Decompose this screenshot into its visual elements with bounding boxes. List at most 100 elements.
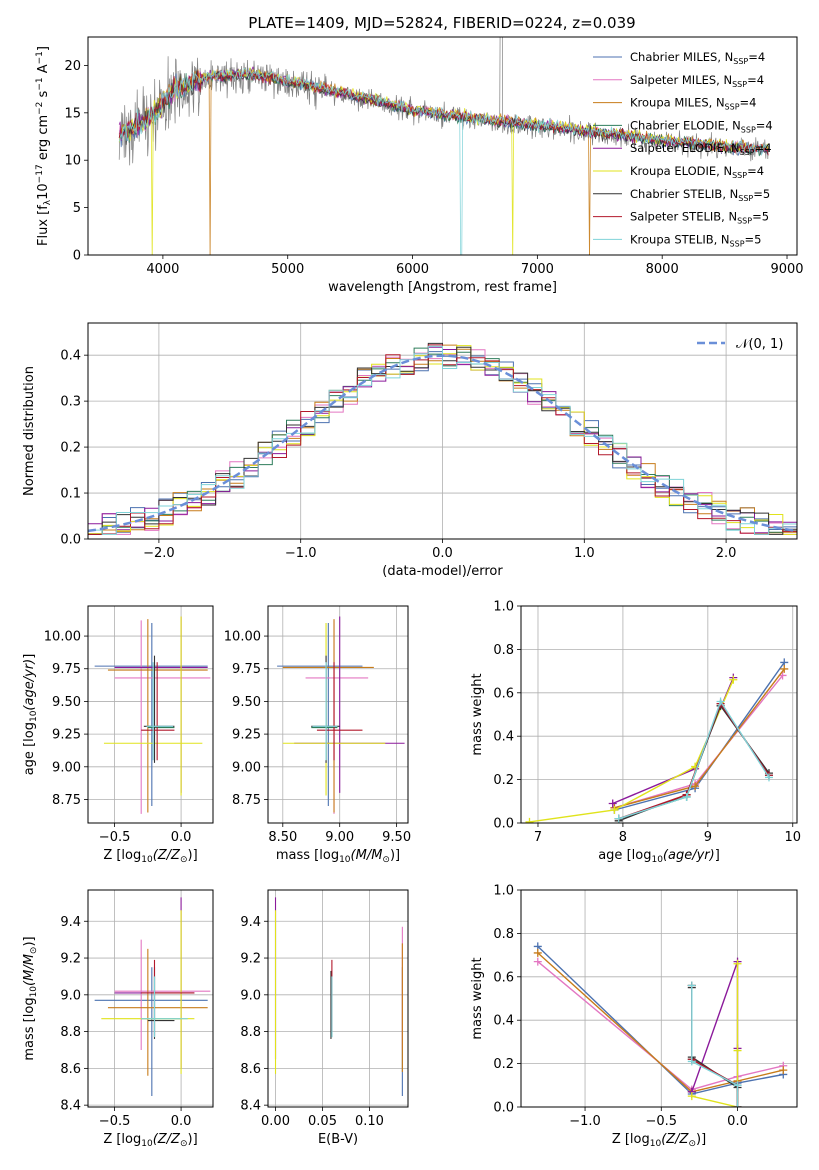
y-tick-label: 0.4 [493, 730, 514, 745]
y-tick-label: 0.0 [60, 533, 81, 548]
label-part: =4 [756, 118, 773, 132]
y-tick-label: 0.4 [60, 349, 81, 364]
x-tick-label: 9.50 [382, 830, 411, 845]
y-tick-label: 9.50 [232, 695, 261, 710]
mass-weight-point [733, 959, 742, 968]
label-part: =4 [740, 96, 757, 110]
axes-frame [87, 605, 214, 824]
label-part: SSP [738, 194, 753, 203]
label-part: ⊙ [688, 1139, 696, 1149]
axes-frame [267, 605, 409, 824]
y-axis-label: Flux [fλ10−17 erg cm−2 s−1 A−1] [35, 46, 53, 246]
label-part: 10 [36, 183, 51, 200]
label-part: (age/yr) [663, 848, 715, 863]
mass-weight-point [733, 1081, 742, 1090]
mass-weight-line [691, 963, 739, 1107]
y-tick-label: 20 [64, 59, 81, 74]
label-part: )] [390, 848, 400, 863]
label-part: Chabrier MILES, N [630, 50, 733, 64]
plot-area-mass-vs-ebv [274, 897, 403, 1096]
x-tick-label: 8000 [646, 262, 679, 277]
label-part: ] [715, 848, 720, 863]
axes-frame [267, 889, 409, 1108]
mass-weight-line [614, 668, 785, 809]
panel-spectrum: 4000 5000 6000 7000 8000 9000 0 5 10 15 20 waveleng… [35, 36, 804, 295]
label-part: =4 [755, 141, 772, 155]
mass-weight-point [533, 957, 542, 966]
y-tick-label: 9.2 [240, 952, 261, 967]
mass-weight-point [729, 675, 738, 684]
label-part: −1 [35, 77, 45, 90]
x-tick-label: 9000 [770, 262, 803, 277]
y-tick-label: 9.0 [240, 988, 261, 1003]
mass-weight-point [780, 664, 789, 673]
x-axis-label: (data-model)/error [382, 564, 503, 579]
label-part: mass weight [470, 673, 485, 755]
x-axis-label: E(B-V) [318, 1132, 358, 1147]
label-part: ⊙ [29, 947, 39, 955]
legend-entry: Salpeter STELIB, NSSP=5 [630, 210, 769, 226]
y-tick-label: 10.00 [224, 630, 261, 645]
plot-area-mass-vs-Z [94, 897, 211, 1096]
label-part: (data-model)/error [382, 564, 503, 579]
label-part: Salpeter MILES, N [630, 73, 732, 87]
x-tick-label: 7 [534, 830, 542, 845]
label-part: Salpeter ELODIE, N [630, 141, 740, 155]
residual-histogram-line [88, 345, 797, 535]
label-part: =5 [752, 210, 769, 224]
label-part: SSP [740, 148, 755, 157]
mass-weight-point [691, 782, 700, 791]
x-tick-label: 9.00 [325, 830, 354, 845]
label-part: λ [43, 199, 53, 205]
mass-weight-point [687, 1092, 696, 1101]
x-axis-label: mass [log10(M/M⊙)] [276, 848, 400, 865]
label-part: s [36, 90, 51, 101]
label-part: Kroupa STELIB, N [630, 232, 730, 246]
label-part: Flux [f [36, 205, 51, 246]
y-tick-label: 0 [73, 249, 81, 264]
label-part: )] [188, 848, 198, 863]
y-tick-label: 9.0 [60, 988, 81, 1003]
y-tick-label: 9.4 [240, 915, 261, 930]
label-part: (Z/Z [661, 1132, 689, 1147]
label-part: =4 [748, 50, 765, 64]
y-tick-label: 0.6 [493, 970, 514, 985]
label-part: ⊙ [382, 855, 390, 865]
label-part: (Z/Z [153, 1132, 181, 1147]
label-part: (Z/Z [153, 848, 181, 863]
label-part: Z [log [103, 1132, 141, 1147]
y-tick-label: 9.4 [60, 915, 81, 930]
x-tick-label: 7000 [521, 262, 554, 277]
label-part: (age/yr) [22, 659, 37, 711]
label-part: SSP [733, 57, 748, 66]
panel-age-vs-mass: 8.50 9.00 9.50 8.75 9.00 9.25 9.50 9.75 10.00 mas… [224, 605, 411, 865]
x-tick-label: 4000 [146, 262, 179, 277]
label-part: )] [22, 936, 37, 946]
plot-area-age-vs-mass [277, 616, 405, 814]
label-part: SSP [732, 171, 747, 180]
y-tick-label: 1.0 [493, 600, 514, 615]
mass-weight-line [612, 677, 734, 805]
x-axis-label: age [log10(age/yr)] [598, 848, 720, 865]
y-axis-label: mass [log10(M/M⊙)] [22, 936, 39, 1060]
x-axis-label: Z [log10(Z/Z⊙)] [103, 848, 197, 865]
y-tick-label: 1.0 [493, 884, 514, 899]
label-part: SSP [730, 239, 745, 248]
x-tick-label: 1.0 [574, 546, 595, 561]
label-part: E(B-V) [318, 1132, 358, 1147]
y-tick-label: 0.0 [493, 1101, 514, 1116]
x-tick-label: −0.5 [99, 830, 131, 845]
y-axis-label: mass weight [470, 957, 485, 1039]
label-part: 10 [650, 1139, 662, 1149]
x-tick-label: 8.50 [268, 830, 297, 845]
x-tick-label: 5000 [271, 262, 304, 277]
y-tick-label: 9.00 [232, 760, 261, 775]
x-tick-label: 0.00 [261, 1114, 290, 1129]
mass-weight-line [618, 699, 770, 820]
y-tick-label: 0.3 [60, 395, 81, 410]
plot-area-spectrum [118, 37, 769, 255]
label-part: 10 [29, 710, 39, 722]
x-tick-label: −0.5 [645, 1114, 677, 1129]
